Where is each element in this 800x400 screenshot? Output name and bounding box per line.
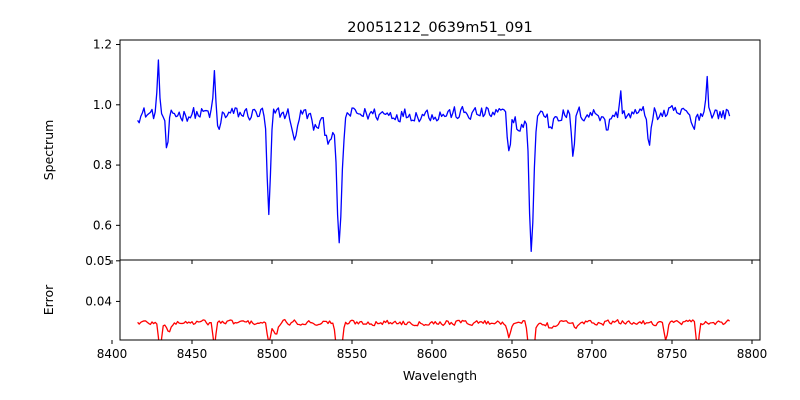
- error-xtick-label-8650: 8650: [497, 347, 528, 361]
- error-ytick-label-0.04: 0.04: [85, 294, 112, 308]
- error-xlabel: Wavelength: [403, 368, 477, 383]
- error-xtick-label-8500: 8500: [257, 347, 288, 361]
- error-xtick-label-8700: 8700: [577, 347, 608, 361]
- error-panel: 8400 8450 8500 8550 8600 8650 8700 8750 8800 0.04…: [41, 254, 767, 383]
- spectrum-series-line: [137, 59, 731, 253]
- error-ylabel: Error: [41, 284, 56, 315]
- error-axes-frame: [119, 259, 761, 341]
- spectrum-ytick-label-1.2: 1.2: [93, 38, 112, 52]
- error-xtick-label-8450: 8450: [177, 347, 208, 361]
- error-xtick-label-8750: 8750: [657, 347, 688, 361]
- error-ytick-label-0.05: 0.05: [85, 254, 112, 268]
- error-xtick-label-8550: 8550: [337, 347, 368, 361]
- spectrum-ylabel: Spectrum: [41, 120, 56, 181]
- chart-title: 20051212_0639m51_091: [347, 20, 532, 36]
- error-xtick-label-8800: 8800: [737, 347, 768, 361]
- error-series-line: [137, 318, 730, 340]
- error-xtick-label-8400: 8400: [97, 347, 128, 361]
- spectrum-series-layer: [137, 59, 731, 253]
- spectrum-ytick-label-0.6: 0.6: [93, 218, 112, 232]
- error-series-layer: [137, 318, 730, 340]
- spectrum-ticks: 0.6 0.8 1.0 1.2: [93, 38, 753, 264]
- error-xtick-label-8600: 8600: [417, 347, 448, 361]
- spectrum-ytick-label-1: 1.0: [93, 98, 112, 112]
- error-ticks: 8400 8450 8500 8550 8600 8650 8700 8750 8800 0.04…: [85, 254, 767, 361]
- spectrum-ytick-label-0.8: 0.8: [93, 158, 112, 172]
